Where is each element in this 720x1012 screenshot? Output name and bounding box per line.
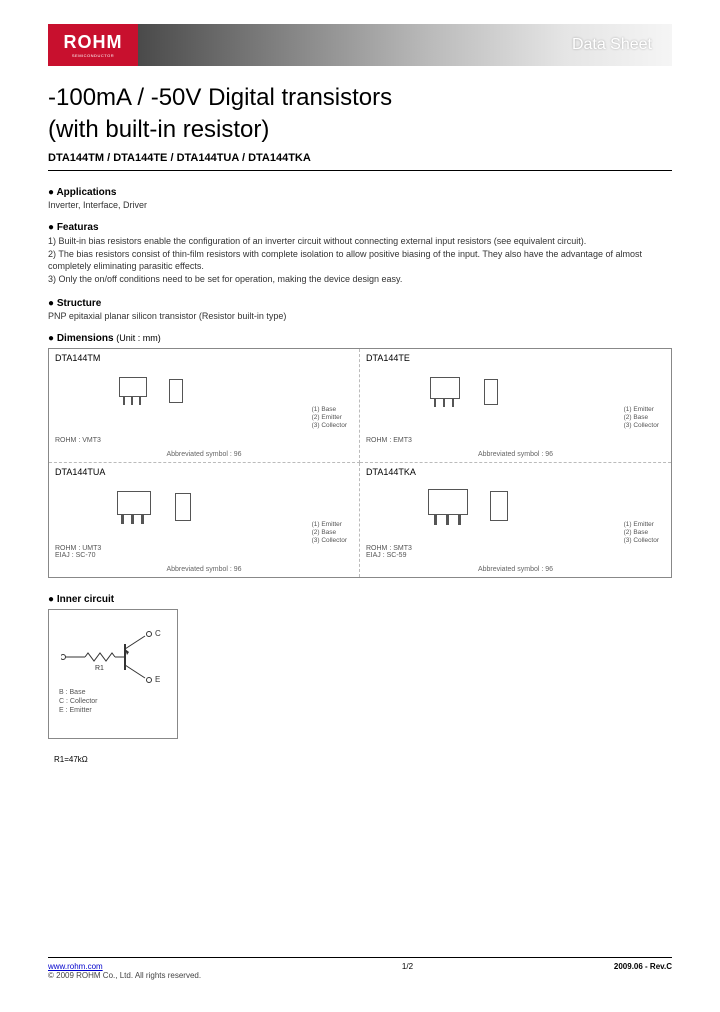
inner-circuit-box: B C E R1 B : Base C : Collector E : Emit… bbox=[48, 609, 178, 739]
dim-cell-tua: DTA144TUA (1) Emitter (2) Base (3) Colle… bbox=[49, 463, 360, 577]
dim-pkg: ROHM : SMT3 EIAJ : SC-59 bbox=[366, 545, 412, 559]
package-sketch bbox=[99, 481, 239, 541]
datasheet-page: ROHM SEMICONDUCTOR Data Sheet -100mA / -… bbox=[0, 0, 720, 1012]
features-heading: Featuras bbox=[48, 222, 672, 233]
footer-url-link[interactable]: www.rohm.com bbox=[48, 962, 103, 971]
svg-text:E: E bbox=[155, 675, 160, 684]
feature-item: 2) The bias resistors consist of thin-fi… bbox=[48, 248, 672, 272]
dim-sym: Abbreviated symbol : 96 bbox=[49, 566, 359, 573]
datasheet-label: Data Sheet bbox=[572, 36, 652, 54]
dim-cell-te: DTA144TE (1) Emitter (2) Base (3) Collec… bbox=[360, 349, 671, 463]
package-sketch bbox=[410, 367, 550, 427]
dim-cell-tm: DTA144TM (1) Base (2) Emitter (3) Collec… bbox=[49, 349, 360, 463]
dim-pins: (1) Base (2) Emitter (3) Collector bbox=[312, 406, 347, 429]
dim-pins: (1) Emitter (2) Base (3) Collector bbox=[624, 521, 659, 544]
dim-part: DTA144TKA bbox=[366, 467, 665, 477]
features-list: 1) Built-in bias resistors enable the co… bbox=[48, 235, 672, 286]
structure-text: PNP epitaxial planar silicon transistor … bbox=[48, 311, 672, 321]
dimensions-heading-row: Dimensions (Unit : mm) bbox=[48, 333, 672, 344]
footer-page: 1/2 bbox=[402, 962, 413, 980]
header-gradient: Data Sheet bbox=[138, 24, 672, 66]
r1-value: R1=47kΩ bbox=[54, 755, 678, 764]
dim-pins: (1) Emitter (2) Base (3) Collector bbox=[312, 521, 347, 544]
circuit-legend: B : Base C : Collector E : Emitter bbox=[59, 688, 98, 715]
applications-text: Inverter, Interface, Driver bbox=[48, 200, 672, 210]
feature-item: 1) Built-in bias resistors enable the co… bbox=[48, 235, 672, 247]
dim-part: DTA144TM bbox=[55, 353, 353, 363]
logo-subtext: SEMICONDUCTOR bbox=[72, 53, 114, 58]
title-line2: (with built-in resistor) bbox=[48, 116, 672, 144]
inner-circuit-heading: Inner circuit bbox=[48, 594, 672, 605]
rohm-logo: ROHM SEMICONDUCTOR bbox=[48, 24, 138, 66]
structure-heading: Structure bbox=[48, 298, 672, 309]
applications-heading: Applications bbox=[48, 187, 672, 198]
dimensions-box: DTA144TM (1) Base (2) Emitter (3) Collec… bbox=[48, 348, 672, 578]
dim-pkg: ROHM : UMT3 EIAJ : SC-70 bbox=[55, 545, 101, 559]
footer-rev: 2009.06 - Rev.C bbox=[614, 962, 672, 980]
svg-text:R1: R1 bbox=[95, 665, 104, 672]
feature-item: 3) Only the on/off conditions need to be… bbox=[48, 273, 672, 285]
svg-text:C: C bbox=[155, 629, 161, 638]
package-sketch bbox=[99, 367, 239, 427]
dimensions-unit: (Unit : mm) bbox=[116, 333, 161, 343]
dim-part: DTA144TUA bbox=[55, 467, 353, 477]
header: ROHM SEMICONDUCTOR Data Sheet bbox=[48, 24, 672, 66]
footer-copyright: © 2009 ROHM Co., Ltd. All rights reserve… bbox=[48, 971, 201, 980]
title-divider bbox=[48, 170, 672, 171]
dim-part: DTA144TE bbox=[366, 353, 665, 363]
footer: www.rohm.com © 2009 ROHM Co., Ltd. All r… bbox=[48, 957, 672, 980]
circuit-diagram: B C E R1 bbox=[61, 622, 171, 692]
title-line1: -100mA / -50V Digital transistors bbox=[48, 84, 672, 112]
dim-sym: Abbreviated symbol : 96 bbox=[360, 451, 671, 458]
footer-left: www.rohm.com © 2009 ROHM Co., Ltd. All r… bbox=[48, 962, 201, 980]
dim-sym: Abbreviated symbol : 96 bbox=[360, 566, 671, 573]
dim-pins: (1) Emitter (2) Base (3) Collector bbox=[624, 406, 659, 429]
dim-cell-tka: DTA144TKA (1) Emitter (2) Base (3) Colle… bbox=[360, 463, 671, 577]
part-numbers: DTA144TM / DTA144TE / DTA144TUA / DTA144… bbox=[48, 152, 672, 164]
dim-sym: Abbreviated symbol : 96 bbox=[49, 451, 359, 458]
dim-pkg: ROHM : EMT3 bbox=[366, 437, 412, 444]
dimensions-heading: Dimensions bbox=[48, 333, 114, 344]
package-sketch bbox=[410, 481, 550, 541]
logo-text: ROHM bbox=[64, 32, 123, 53]
dim-pkg: ROHM : VMT3 bbox=[55, 437, 101, 444]
